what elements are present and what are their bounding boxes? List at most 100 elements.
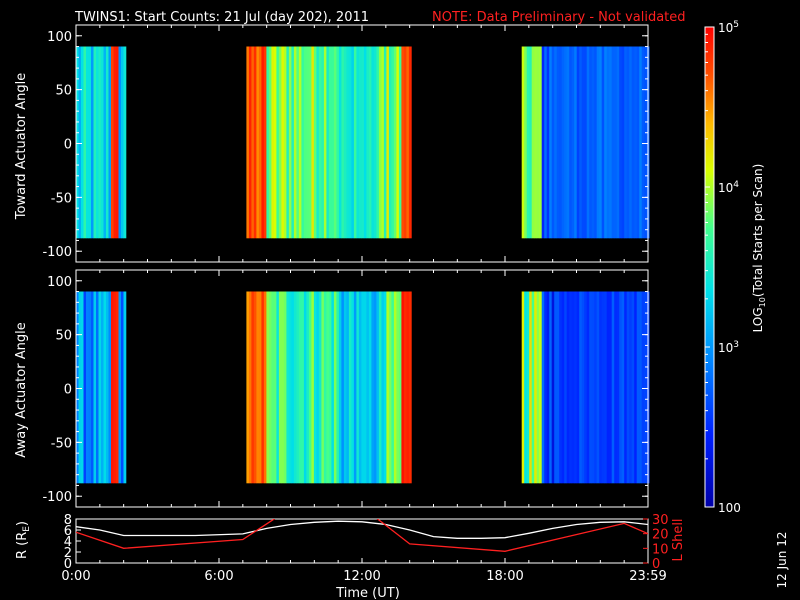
time-xtick-label: 23:59 — [629, 569, 666, 584]
heatmap-cell — [86, 291, 89, 484]
heatmap-cell — [273, 291, 277, 484]
heatmap-cell — [308, 291, 312, 484]
heatmap-cell — [338, 46, 342, 239]
r-ytick-label: 8 — [64, 513, 72, 528]
heatmap-cell — [298, 291, 302, 484]
colorbar-gradient — [704, 26, 715, 508]
heatmap-cell — [634, 291, 637, 484]
heatmap-cell — [258, 291, 262, 484]
heatmap-cell — [111, 291, 114, 484]
heatmap-cell — [391, 46, 395, 239]
heatmap-cell — [261, 291, 265, 484]
r-ytick-label: 6 — [64, 524, 72, 539]
heatmap-cell — [81, 46, 84, 239]
heatmap-cell — [96, 291, 99, 484]
heatmap-cell — [108, 46, 112, 239]
heatmap-cell — [363, 46, 367, 239]
heatmap-cell — [526, 46, 530, 239]
data-block — [76, 291, 127, 484]
heatmap-cell — [549, 46, 552, 239]
heatmap-cell — [559, 291, 562, 484]
heatmap-cell — [609, 46, 612, 239]
heatmap-cell — [116, 291, 119, 484]
heatmap-cell — [98, 46, 102, 239]
heatmap-cell — [398, 46, 402, 239]
heatmap-cell — [401, 291, 405, 484]
ytick-label: 0 — [64, 383, 72, 398]
heatmap-cell — [251, 291, 255, 484]
heatmap-cell — [589, 46, 592, 239]
heatmap-cell — [386, 46, 390, 239]
bottom-panel-frame — [75, 518, 649, 564]
heatmap-cell — [386, 291, 390, 484]
heatmap-cell — [313, 46, 317, 239]
data-block — [246, 46, 412, 239]
heatmap-cell — [361, 46, 365, 239]
heatmap-cell — [363, 291, 367, 484]
heatmap-cell — [388, 291, 392, 484]
r-ytick-label: 0 — [64, 557, 72, 572]
heatmap-cell — [343, 46, 347, 239]
heatmap-cell — [586, 291, 590, 484]
heatmap-cell — [551, 291, 555, 484]
heatmap-cell — [624, 46, 627, 239]
heatmap-cell — [586, 46, 590, 239]
heatmap-cell — [286, 291, 290, 484]
heatmap-cell — [544, 291, 547, 484]
heatmap-cell — [108, 291, 112, 484]
r-series-line — [76, 520, 648, 539]
heatmap-cell — [606, 291, 610, 484]
heatmap-cell — [541, 291, 545, 484]
heatmap-cell — [268, 291, 272, 484]
heatmap-cell — [316, 291, 320, 484]
heatmap-cell — [276, 291, 280, 484]
ytick-label: 50 — [55, 329, 72, 344]
heatmap-cell — [88, 291, 92, 484]
heatmap-cell — [556, 46, 560, 239]
heatmap-cell — [86, 46, 89, 239]
heatmap-cell — [113, 46, 117, 239]
heatmap-cell — [614, 46, 617, 239]
heatmap-cell — [388, 46, 392, 239]
heatmap-cell — [281, 46, 285, 239]
heatmap-cell — [544, 46, 547, 239]
ylabel-toward: Toward Actuator Angle — [14, 73, 29, 220]
heatmap-cell — [604, 291, 607, 484]
heatmap-cell — [318, 291, 322, 484]
heatmap-cell — [521, 46, 525, 239]
heatmap-cell — [601, 291, 605, 484]
colorbar-tick-label: 103 — [718, 340, 739, 355]
heatmap-cell — [256, 291, 260, 484]
heatmap-cell — [521, 291, 525, 484]
heatmap-cell — [123, 291, 127, 484]
time-xtick-label: 12:00 — [343, 569, 380, 584]
heatmap-cell — [378, 291, 382, 484]
heatmap-cell — [554, 291, 557, 484]
heatmap-cell — [616, 291, 620, 484]
heatmap-cell — [619, 291, 622, 484]
heatmap-cell — [571, 291, 575, 484]
ytick-label: 100 — [47, 30, 72, 45]
colorbar: 105 104 103 100 LOG10(Total Starts per Scan… — [704, 20, 767, 515]
heatmap-cell — [268, 46, 272, 239]
heatmap-cell — [348, 291, 352, 484]
heatmap-cell — [351, 291, 355, 484]
heatmap-cell — [584, 46, 587, 239]
heatmap-cell — [596, 46, 600, 239]
preliminary-note: NOTE: Data Preliminary - Not validated — [432, 10, 686, 25]
heatmap-cell — [631, 46, 635, 239]
heatmap-cell — [569, 46, 572, 239]
heatmap-cell — [303, 291, 307, 484]
heatmap-cell — [381, 46, 385, 239]
heatmap-cell — [551, 46, 555, 239]
heatmap-cell — [631, 291, 635, 484]
heatmap-cell — [549, 291, 552, 484]
heatmap-cell — [604, 46, 607, 239]
heatmap-cell — [616, 46, 620, 239]
heatmap-cell — [336, 291, 340, 484]
heatmap-cell — [316, 46, 320, 239]
heatmap-cell — [641, 291, 645, 484]
heatmap-cell — [288, 46, 292, 239]
heatmap-cell — [88, 46, 92, 239]
